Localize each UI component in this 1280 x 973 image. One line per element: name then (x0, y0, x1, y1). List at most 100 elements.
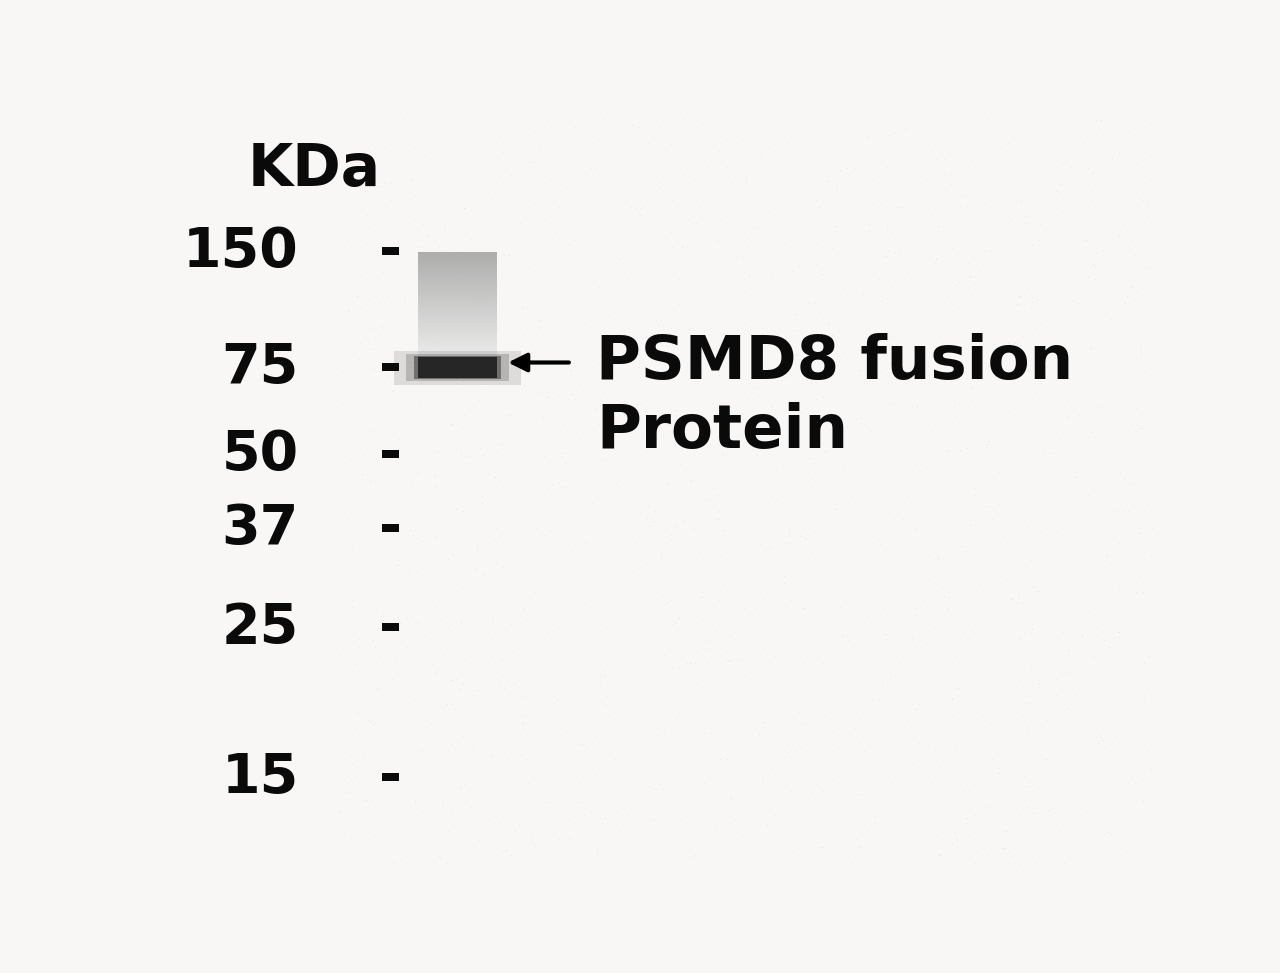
Point (1107, 229, 1128, 244)
Point (1083, 256, 1103, 271)
Point (909, 696, 929, 711)
Point (823, 300, 844, 315)
Point (443, 529, 463, 545)
Point (1055, 696, 1075, 711)
Point (709, 367, 730, 382)
Point (1000, 337, 1020, 352)
Point (890, 277, 910, 293)
Point (950, 438, 970, 453)
Point (1034, 444, 1055, 459)
Point (992, 128, 1012, 144)
Point (410, 730, 430, 745)
Point (1047, 213, 1068, 229)
Point (744, 190, 764, 205)
Point (1020, 300, 1041, 315)
Point (667, 610, 687, 626)
Point (538, 389, 558, 405)
Point (966, 843, 987, 858)
Point (1062, 318, 1083, 334)
Point (586, 841, 607, 856)
Point (904, 736, 924, 751)
Point (810, 266, 831, 281)
Point (348, 341, 369, 356)
Point (703, 363, 723, 378)
Point (493, 248, 513, 264)
Point (636, 240, 657, 256)
Point (586, 437, 607, 452)
Point (645, 342, 666, 358)
Point (631, 547, 652, 562)
Point (1121, 277, 1142, 293)
Point (507, 550, 527, 565)
Point (453, 617, 474, 632)
Point (776, 215, 796, 231)
Point (842, 682, 863, 698)
Bar (417, 346, 498, 347)
Point (1101, 311, 1121, 327)
Point (598, 663, 618, 678)
Point (381, 671, 402, 687)
Point (1016, 519, 1037, 534)
Point (933, 478, 954, 493)
Point (987, 532, 1007, 548)
Point (434, 395, 454, 411)
Point (375, 165, 396, 181)
Point (682, 761, 703, 776)
Point (772, 372, 792, 387)
Point (882, 394, 902, 410)
Point (719, 461, 740, 477)
Point (1108, 227, 1129, 242)
Point (963, 681, 983, 697)
Point (590, 827, 611, 843)
Point (652, 815, 672, 831)
Point (896, 121, 916, 136)
Point (960, 631, 980, 646)
Point (876, 610, 896, 626)
Point (650, 548, 671, 563)
Point (934, 293, 955, 308)
Point (852, 285, 873, 301)
Point (571, 194, 591, 209)
Point (389, 552, 410, 567)
Point (525, 838, 545, 853)
Point (966, 365, 987, 380)
Point (922, 693, 942, 708)
Point (726, 250, 746, 266)
Point (979, 433, 1000, 449)
Point (360, 342, 380, 357)
Point (388, 506, 408, 522)
Point (986, 717, 1006, 733)
Point (453, 598, 474, 614)
Point (525, 154, 545, 169)
Point (1019, 723, 1039, 739)
Point (736, 181, 756, 197)
Point (550, 446, 571, 461)
Point (813, 783, 833, 799)
Point (410, 238, 430, 254)
Point (374, 477, 394, 492)
Point (412, 342, 433, 358)
Point (502, 643, 522, 659)
Point (413, 307, 434, 323)
Point (691, 362, 712, 378)
Point (730, 713, 750, 729)
Point (945, 826, 965, 842)
Point (667, 379, 687, 395)
Point (1135, 623, 1156, 638)
Point (792, 540, 813, 556)
Point (347, 716, 367, 732)
Point (669, 766, 690, 781)
Bar (417, 307, 498, 309)
Point (780, 828, 800, 844)
Point (639, 779, 659, 795)
Point (376, 207, 397, 223)
Point (879, 559, 900, 574)
Point (867, 401, 887, 416)
Point (607, 678, 627, 694)
Point (701, 742, 722, 758)
Point (842, 488, 863, 504)
Point (628, 204, 649, 220)
Point (923, 837, 943, 852)
Point (588, 144, 608, 160)
Point (1103, 406, 1124, 421)
